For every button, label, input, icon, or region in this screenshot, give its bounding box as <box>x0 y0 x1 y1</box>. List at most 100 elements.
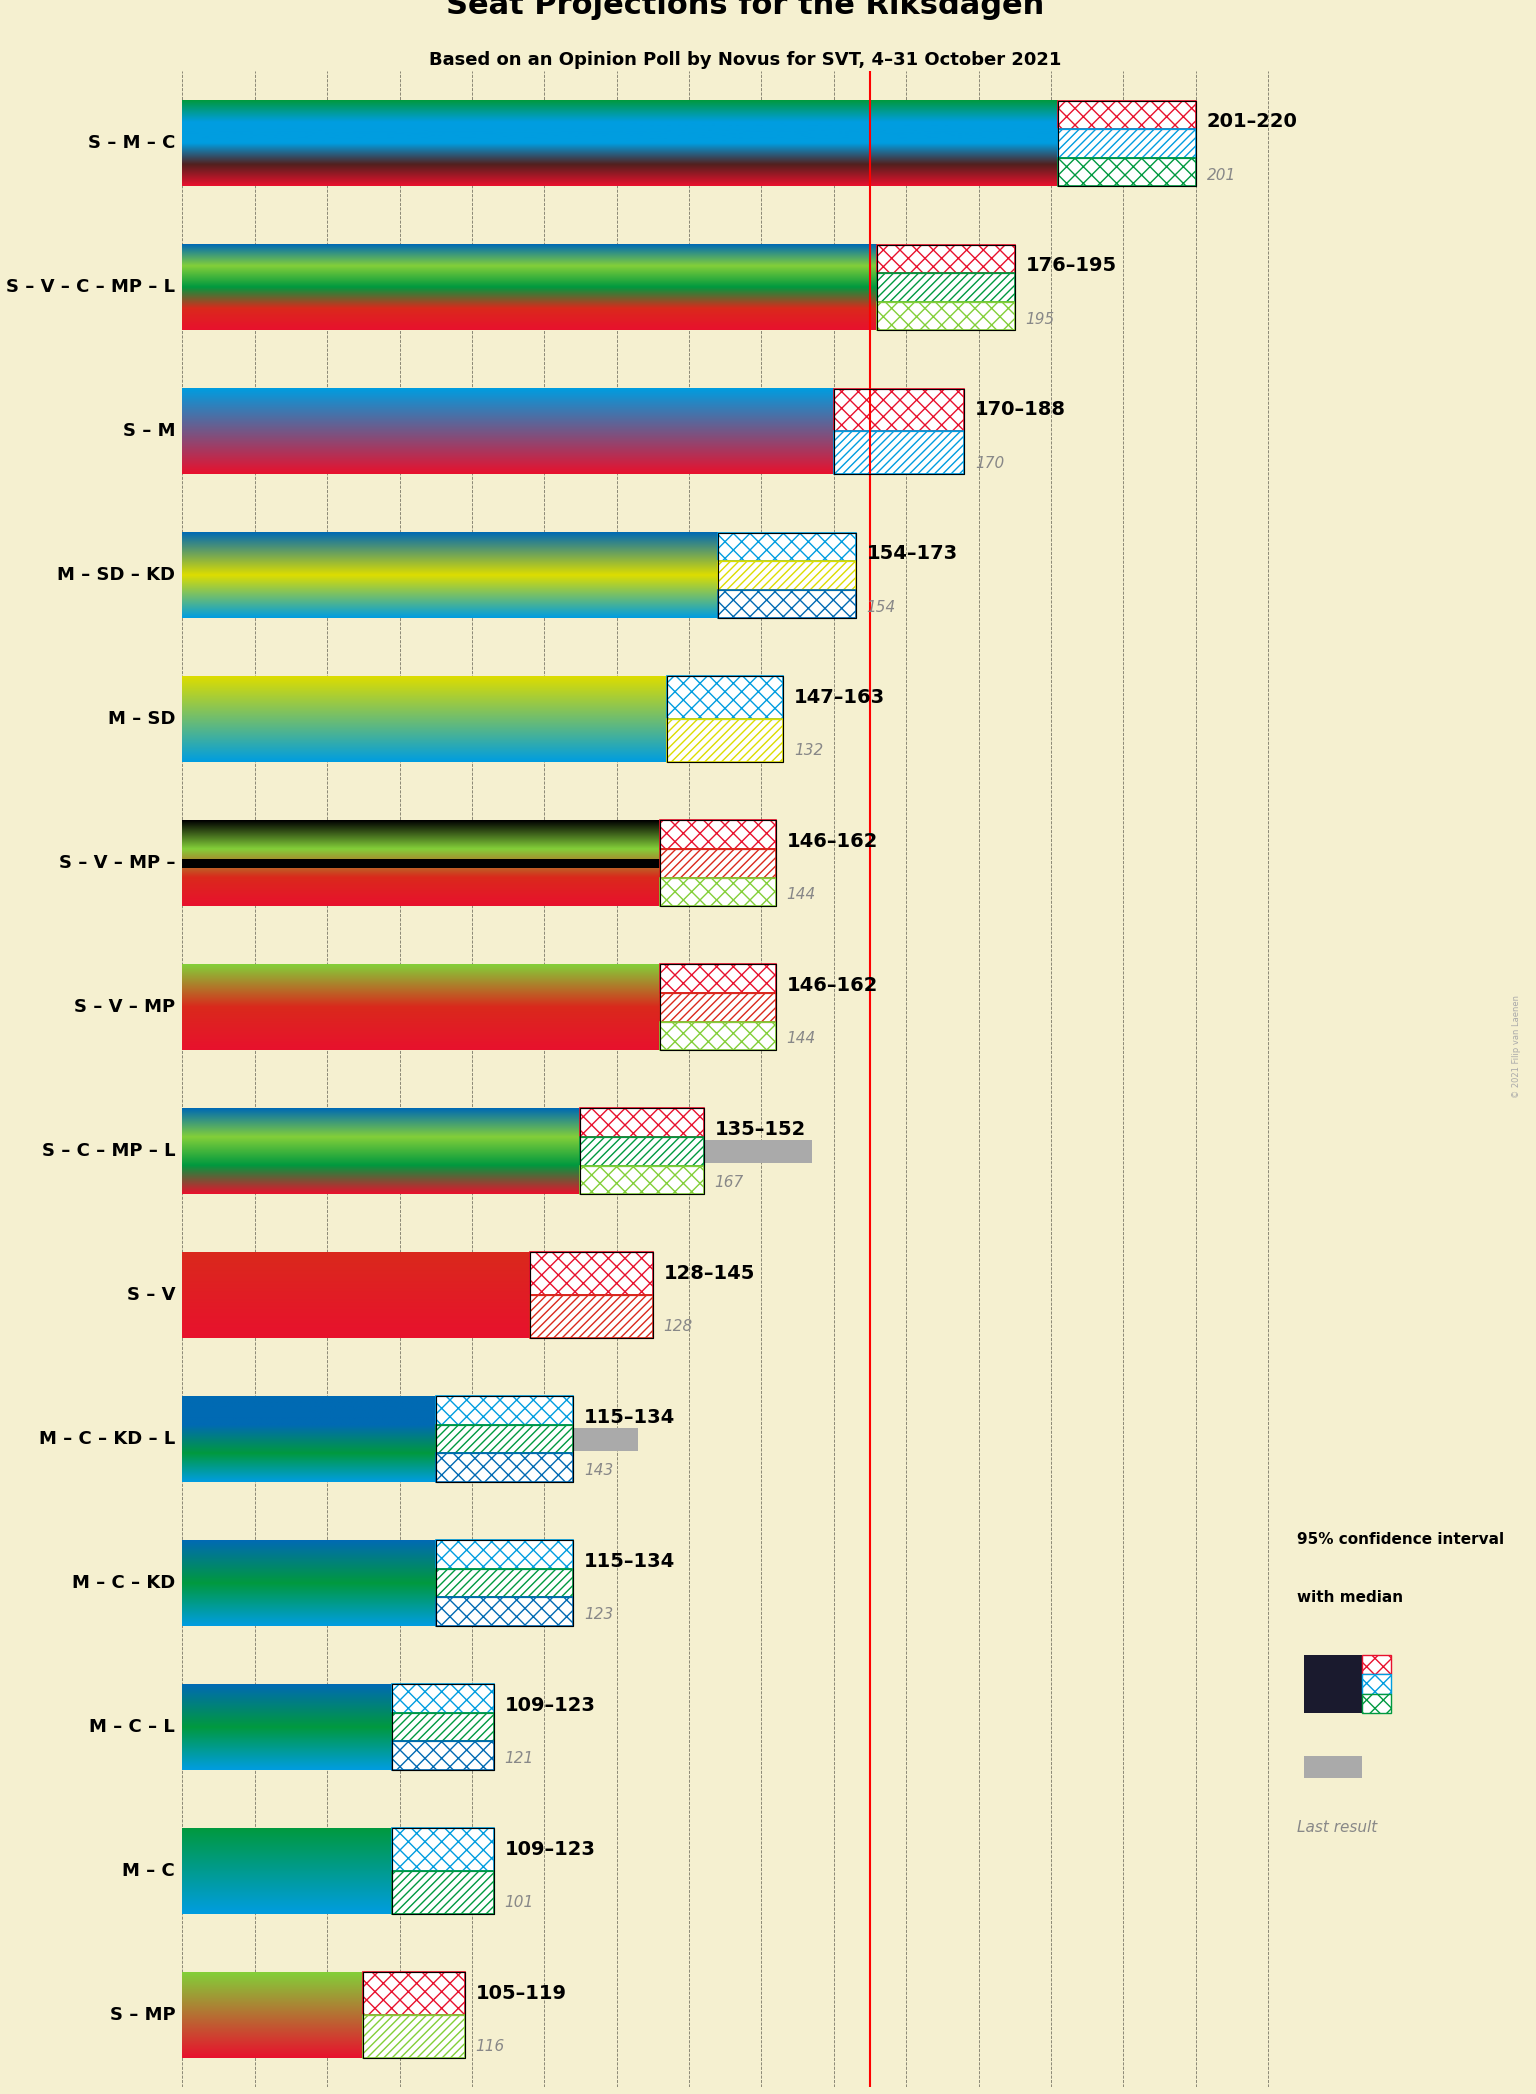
Text: 167: 167 <box>714 1175 743 1189</box>
Bar <box>1304 1654 1362 1713</box>
Bar <box>436 1424 573 1453</box>
Text: M – C – L: M – C – L <box>89 1717 175 1736</box>
Bar <box>436 1568 573 1598</box>
Bar <box>1304 1757 1362 1778</box>
Bar <box>436 1453 573 1483</box>
Bar <box>436 1541 573 1568</box>
Text: 154–173: 154–173 <box>866 544 957 563</box>
Text: 105–119: 105–119 <box>476 1983 567 2004</box>
Bar <box>581 1108 703 1137</box>
Bar <box>877 245 1015 272</box>
Bar <box>660 821 776 907</box>
Bar <box>667 676 783 720</box>
Bar <box>364 2014 465 2058</box>
Bar <box>183 2004 442 2027</box>
Bar <box>392 1684 493 1769</box>
Bar <box>530 1252 653 1296</box>
Bar <box>834 389 965 431</box>
Bar <box>581 1166 703 1194</box>
Bar <box>717 532 856 561</box>
Bar <box>660 821 776 848</box>
Text: 123: 123 <box>584 1608 613 1623</box>
Bar <box>1058 157 1195 186</box>
Bar <box>183 859 660 867</box>
Bar <box>581 1137 703 1166</box>
Text: 201: 201 <box>1207 168 1236 182</box>
Text: 115–134: 115–134 <box>584 1407 676 1428</box>
Text: 128–145: 128–145 <box>664 1265 756 1284</box>
Bar <box>183 1715 479 1738</box>
Bar <box>1058 130 1195 157</box>
Bar <box>392 1684 493 1713</box>
Bar <box>834 389 965 431</box>
Bar <box>392 1828 493 1914</box>
Bar <box>660 965 776 993</box>
Bar <box>392 1828 493 1872</box>
Bar <box>1362 1675 1392 1694</box>
Bar <box>364 1973 465 2014</box>
Bar <box>667 720 783 762</box>
Bar <box>183 1284 530 1307</box>
Text: M – SD: M – SD <box>108 710 175 729</box>
Bar <box>392 1742 493 1769</box>
Bar <box>1058 101 1195 186</box>
Bar <box>877 272 1015 302</box>
Bar <box>436 1397 573 1483</box>
Bar <box>660 821 776 848</box>
Bar <box>834 431 965 473</box>
Bar <box>436 1397 573 1424</box>
Text: 132: 132 <box>794 743 823 758</box>
Bar <box>877 245 1015 272</box>
Text: Last result: Last result <box>1296 1820 1378 1836</box>
Bar <box>183 708 559 731</box>
Text: © 2021 Filip van Laenen: © 2021 Filip van Laenen <box>1511 995 1521 1099</box>
Bar <box>877 245 1015 331</box>
Bar <box>717 591 856 618</box>
Bar <box>392 1684 493 1713</box>
Text: 101: 101 <box>504 1895 533 1910</box>
Bar <box>530 1252 653 1296</box>
Bar <box>1058 101 1195 130</box>
Text: 170: 170 <box>975 456 1005 471</box>
Bar <box>1362 1654 1392 1675</box>
Text: 154: 154 <box>866 599 895 614</box>
Text: 109–123: 109–123 <box>504 1841 596 1859</box>
Bar <box>877 302 1015 331</box>
Bar <box>530 1296 653 1338</box>
Bar <box>717 532 856 561</box>
Bar <box>834 389 965 473</box>
Text: 195: 195 <box>1026 312 1055 327</box>
Bar <box>877 272 1015 302</box>
Bar <box>530 1252 653 1338</box>
Bar <box>392 1828 493 1872</box>
Bar <box>1362 1694 1392 1713</box>
Text: with median: with median <box>1296 1589 1404 1604</box>
Text: S – V – C – MP – L: S – V – C – MP – L <box>6 279 175 297</box>
Text: S – M: S – M <box>123 423 175 440</box>
Bar <box>364 1973 465 2014</box>
Bar <box>392 1742 493 1769</box>
Text: M – C – KD: M – C – KD <box>72 1575 175 1591</box>
Bar <box>436 1453 573 1483</box>
Text: 128: 128 <box>664 1319 693 1334</box>
Text: M – C: M – C <box>123 1862 175 1880</box>
Text: S – C – MP – L: S – C – MP – L <box>41 1141 175 1160</box>
Bar <box>392 1713 493 1742</box>
Bar <box>834 431 965 473</box>
Bar <box>581 1108 703 1137</box>
Bar <box>717 591 856 618</box>
Bar <box>183 1573 493 1596</box>
Bar <box>660 848 776 877</box>
Text: Based on an Opinion Poll by Novus for SVT, 4–31 October 2021: Based on an Opinion Poll by Novus for SV… <box>429 50 1061 69</box>
Bar <box>660 1022 776 1049</box>
Bar <box>530 1296 653 1338</box>
Bar <box>436 1397 573 1424</box>
Bar <box>436 1424 573 1453</box>
Bar <box>660 965 776 1049</box>
Bar <box>183 1859 335 1883</box>
Bar <box>667 676 783 762</box>
Text: 95% confidence interval: 95% confidence interval <box>1296 1533 1504 1547</box>
Text: S – V: S – V <box>126 1286 175 1305</box>
Bar <box>436 1568 573 1598</box>
Text: 147–163: 147–163 <box>794 689 885 708</box>
